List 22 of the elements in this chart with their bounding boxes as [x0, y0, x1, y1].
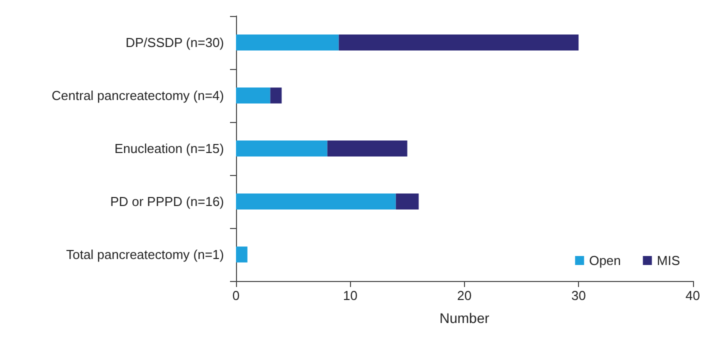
y-tick-label: Central pancreatectomy (n=4): [52, 88, 224, 103]
bar: [396, 194, 419, 210]
x-tick-label: 20: [457, 288, 472, 303]
bar: [338, 34, 579, 50]
legend-label: MIS: [656, 253, 680, 268]
bar: [327, 140, 408, 156]
bar: [236, 140, 328, 156]
bar: [270, 88, 282, 104]
x-tick-label: 40: [686, 288, 700, 303]
x-tick-label: 10: [342, 288, 358, 303]
y-tick-label: Total pancreatectomy (n=1): [66, 247, 224, 262]
x-tick-label: 30: [571, 288, 586, 303]
legend-label: Open: [589, 253, 621, 268]
bar: [236, 246, 248, 262]
bar: [236, 194, 396, 210]
y-tick-label: PD or PPPD (n=16): [110, 194, 224, 209]
bar: [236, 34, 339, 50]
x-tick-label: 0: [232, 288, 240, 303]
x-axis-title: Number: [439, 310, 490, 326]
bar: [236, 88, 270, 104]
y-tick-label: DP/SSDP (n=30): [126, 35, 224, 50]
y-tick-label: Enucleation (n=15): [114, 141, 224, 156]
